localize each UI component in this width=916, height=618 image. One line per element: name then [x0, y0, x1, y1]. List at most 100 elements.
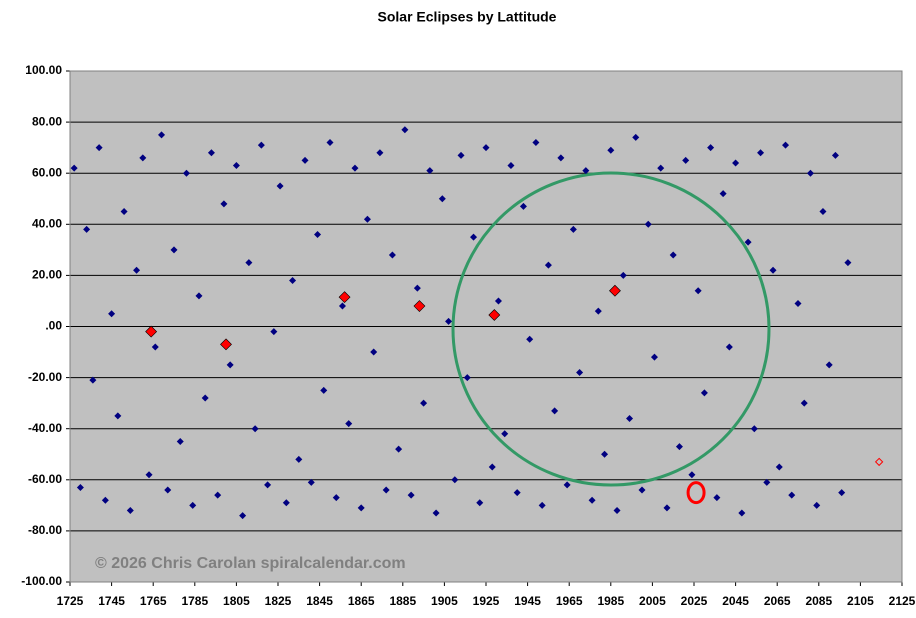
point: [226, 361, 234, 369]
point: [276, 182, 284, 190]
highlight-ellipse: [451, 171, 771, 487]
point: [526, 335, 534, 343]
point: [370, 348, 378, 356]
point: [782, 141, 790, 149]
point: [601, 450, 609, 458]
point: [619, 271, 627, 279]
y-tick-label: 100.00: [25, 63, 62, 77]
point: [825, 361, 833, 369]
x-tick-label: 2085: [805, 594, 832, 608]
point: [576, 368, 584, 376]
point: [332, 494, 340, 502]
point: [214, 491, 222, 499]
x-tick-label: 2105: [847, 594, 874, 608]
point: [314, 231, 322, 239]
point: [345, 420, 353, 428]
point: [644, 220, 652, 228]
point: [557, 154, 565, 162]
point: [607, 146, 615, 154]
point: [544, 261, 552, 269]
point: [800, 399, 808, 407]
point: [732, 159, 740, 167]
x-tick-label: 2125: [889, 594, 916, 608]
point: [145, 325, 158, 338]
point: [164, 486, 172, 494]
point: [482, 144, 490, 152]
point: [675, 443, 683, 451]
point: [251, 425, 259, 433]
y-tick-label: 60.00: [32, 165, 62, 179]
point: [264, 481, 272, 489]
x-tick-label: 1725: [57, 594, 84, 608]
point: [326, 139, 334, 147]
point: [694, 287, 702, 295]
point: [432, 509, 440, 517]
y-tick-label: -80.00: [28, 523, 62, 537]
point: [707, 144, 715, 152]
point: [738, 509, 746, 517]
point: [632, 133, 640, 141]
y-tick-label: -20.00: [28, 370, 62, 384]
point: [158, 131, 166, 139]
point: [686, 481, 706, 505]
chart-title: Solar Eclipses by Lattitude: [378, 9, 557, 25]
point: [83, 225, 91, 233]
point: [563, 481, 571, 489]
point: [120, 208, 128, 216]
point: [501, 430, 509, 438]
point: [519, 202, 527, 210]
point: [609, 284, 621, 297]
point: [725, 343, 733, 351]
y-tick-label: -100.00: [21, 574, 62, 588]
point: [363, 215, 371, 223]
point: [663, 504, 671, 512]
point: [488, 463, 496, 471]
x-tick-label: 2065: [764, 594, 791, 608]
point: [420, 399, 428, 407]
point: [750, 425, 758, 433]
point: [126, 506, 134, 514]
point: [176, 437, 184, 445]
point: [133, 266, 141, 274]
point: [507, 162, 515, 170]
point: [650, 353, 658, 361]
point: [220, 338, 232, 351]
point: [569, 225, 577, 233]
point: [806, 169, 814, 177]
point: [189, 501, 197, 509]
point: [220, 200, 228, 208]
point: [819, 208, 827, 216]
point: [794, 300, 802, 308]
y-tick-label: 40.00: [32, 216, 62, 230]
point: [438, 195, 446, 203]
point: [413, 300, 426, 312]
point: [170, 246, 178, 254]
point: [307, 478, 315, 486]
point: [713, 494, 721, 502]
point: [89, 376, 97, 384]
point: [488, 309, 501, 321]
point: [413, 284, 421, 292]
point: [831, 151, 839, 159]
point: [757, 149, 765, 157]
point: [376, 149, 384, 157]
point: [407, 491, 415, 499]
point: [388, 251, 396, 259]
point: [201, 394, 209, 402]
point: [457, 151, 465, 159]
point: [838, 489, 846, 497]
point: [588, 496, 596, 504]
point: [70, 164, 78, 172]
point: [513, 489, 521, 497]
point: [874, 457, 884, 467]
x-tick-label: 1845: [306, 594, 333, 608]
plot-border: [69, 70, 903, 583]
point: [282, 499, 290, 507]
x-tick-label: 1905: [431, 594, 458, 608]
point: [719, 190, 727, 198]
point: [338, 302, 346, 310]
y-tick-label: -40.00: [28, 421, 62, 435]
point: [476, 499, 484, 507]
